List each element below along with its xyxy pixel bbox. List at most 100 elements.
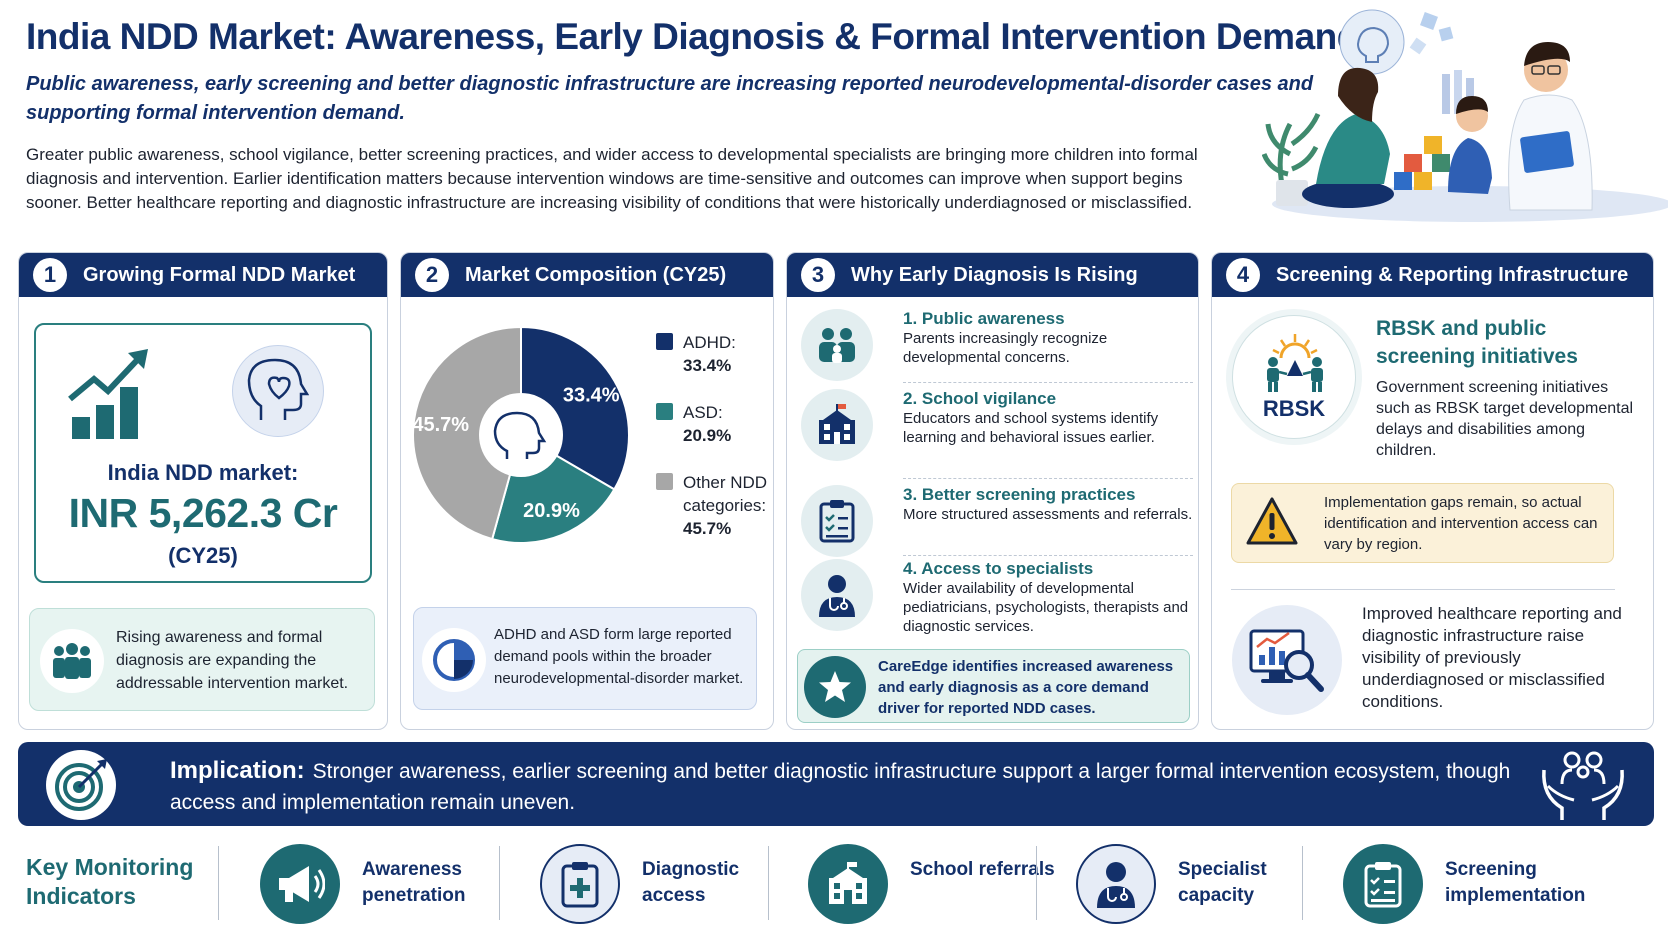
driver-desc: More structured assessments and referral… <box>903 506 1193 523</box>
rbsk-desc: Government screening initiatives such as… <box>1376 379 1634 459</box>
panel-number: 1 <box>33 258 67 292</box>
panel-title: Growing Formal NDD Market <box>83 263 356 286</box>
panel-number: 2 <box>415 258 449 292</box>
clipboard-medical-icon <box>540 844 620 924</box>
driver-title: 4. Access to specialists <box>903 559 1094 578</box>
child-screening-icon <box>1267 334 1323 392</box>
star-icon <box>804 656 866 718</box>
legend-label: ASD: <box>683 403 723 422</box>
implication-text: Implication: Stronger awareness, earlier … <box>170 755 1530 818</box>
driver-desc: Wider availability of developmental pedi… <box>903 580 1189 635</box>
implication-banner: Implication: Stronger awareness, earlier … <box>18 742 1654 826</box>
divider <box>499 846 500 920</box>
driver-title: 1. Public awareness <box>903 309 1065 328</box>
legend-value: 33.4% <box>683 356 732 375</box>
family-doctor-illustration <box>1262 9 1668 222</box>
careedge-note-text: CareEdge identifies increased awareness … <box>878 658 1174 717</box>
checklist-icon <box>1343 844 1423 924</box>
driver-public-awareness: 1. Public awareness Parents increasingly… <box>801 309 1185 384</box>
doctor-icon <box>801 559 873 631</box>
careedge-note: CareEdge identifies increased awareness … <box>797 649 1190 723</box>
driver-title: 3. Better screening practices <box>903 485 1136 504</box>
clipboard-checklist-icon <box>801 485 873 557</box>
divider <box>903 478 1193 479</box>
warning-icon <box>1246 497 1298 545</box>
indicator-label: Diagnostic access <box>642 859 740 906</box>
market-label: India NDD market: <box>107 460 299 485</box>
panel-header: 2 Market Composition (CY25) <box>401 253 773 297</box>
indicators-title: Key Monitoring Indicators <box>26 854 194 909</box>
family-icon <box>801 309 873 381</box>
head-heart-icon <box>232 345 324 437</box>
driver-desc: Parents increasingly recognize developme… <box>903 330 1108 366</box>
rbsk-title: RBSK and public screening initiatives <box>1376 317 1578 368</box>
panel-title: Screening & Reporting Infrastructure <box>1276 263 1629 286</box>
panel-early-diagnosis: 3 Why Early Diagnosis Is Rising 1. Publi… <box>786 252 1199 730</box>
panel-title: Market Composition (CY25) <box>465 263 727 286</box>
composition-note: ADHD and ASD form large reported demand … <box>413 607 757 710</box>
panel-market-composition: 2 Market Composition (CY25) 33.4% 20.9% 45… <box>400 252 774 730</box>
market-year: (CY25) <box>168 543 238 568</box>
panel-header: 1 Growing Formal NDD Market <box>19 253 387 297</box>
implication-heading: Implication: <box>170 757 305 784</box>
legend-swatch-asd <box>656 403 673 420</box>
brain-head-icon <box>493 411 547 459</box>
implication-body: Stronger awareness, earlier screening an… <box>170 760 1511 814</box>
driver-screening-practices: 3. Better screening practices More struc… <box>801 485 1192 560</box>
school-icon <box>808 844 888 924</box>
people-group-icon <box>40 629 104 693</box>
report-analytics-icon <box>1232 605 1342 715</box>
reporting-text: Improved healthcare reporting and diagno… <box>1362 604 1622 711</box>
legend-swatch-other <box>656 473 673 490</box>
pie-chart-icon <box>422 628 486 692</box>
target-icon <box>46 750 116 820</box>
pie-slice-other-ndd-categories <box>412 325 522 541</box>
doctor-icon <box>1076 844 1156 924</box>
page-subtitle: Public awareness, early screening and be… <box>26 73 1314 124</box>
panel-number: 3 <box>801 258 835 292</box>
divider <box>1231 589 1615 590</box>
rbsk-label: RBSK <box>1262 396 1326 421</box>
school-building-icon <box>801 389 873 461</box>
legend-label: Other NDD categories: <box>683 473 768 515</box>
driver-school-vigilance: 2. School vigilance Educators and school… <box>801 389 1185 464</box>
composition-note-text: ADHD and ASD form large reported demand … <box>494 626 744 687</box>
legend-value: 20.9% <box>683 426 732 445</box>
legend-label: ADHD: <box>683 333 736 352</box>
market-note-text: Rising awareness and formal diagnosis ar… <box>116 629 349 692</box>
legend-value: 45.7% <box>683 519 732 538</box>
market-note: Rising awareness and formal diagnosis ar… <box>29 608 375 711</box>
divider <box>903 555 1193 556</box>
growth-chart-icon <box>68 349 148 439</box>
megaphone-icon <box>260 844 340 924</box>
panel-header: 4 Screening & Reporting Infrastructure <box>1212 253 1653 297</box>
market-value: INR 5,262.3 Cr <box>68 490 338 536</box>
page-title: India NDD Market: Awareness, Early Diagn… <box>26 16 1359 57</box>
driver-title: 2. School vigilance <box>903 389 1057 408</box>
divider <box>903 382 1193 383</box>
pie-center <box>479 393 563 477</box>
rbsk-badge: RBSK <box>1232 315 1356 439</box>
divider <box>1302 846 1303 920</box>
implementation-warning: Implementation gaps remain, so actual id… <box>1231 483 1614 563</box>
panel-header: 3 Why Early Diagnosis Is Rising <box>787 253 1198 297</box>
driver-desc: Educators and school systems identify le… <box>903 410 1159 446</box>
market-composition-pie-chart: 33.4% 20.9% 45.7% <box>412 325 630 544</box>
divider <box>1036 846 1037 920</box>
legend-swatch-adhd <box>656 333 673 350</box>
warning-text: Implementation gaps remain, so actual id… <box>1324 494 1598 553</box>
pie-slice-label: 45.7% <box>412 414 469 436</box>
intro-paragraph: Greater public awareness, school vigilan… <box>26 145 1198 212</box>
panel-growing-market: 1 Growing Formal NDD Market India NDD ma… <box>18 252 388 730</box>
panel-screening-infrastructure: 4 Screening & Reporting Infrastructure R… <box>1211 252 1654 730</box>
panel-number: 4 <box>1226 258 1260 292</box>
divider <box>768 846 769 920</box>
panel-title: Why Early Diagnosis Is Rising <box>851 263 1138 286</box>
indicator-label: Specialist capacity <box>1178 859 1267 906</box>
pie-slice-label: 20.9% <box>523 500 580 522</box>
driver-specialist-access: 4. Access to specialists Wider availabil… <box>801 559 1188 635</box>
divider <box>218 846 219 920</box>
caring-hands-icon <box>1542 751 1624 820</box>
pie-slice-label: 33.4% <box>563 385 620 407</box>
indicator-label: School referrals <box>910 859 1055 880</box>
